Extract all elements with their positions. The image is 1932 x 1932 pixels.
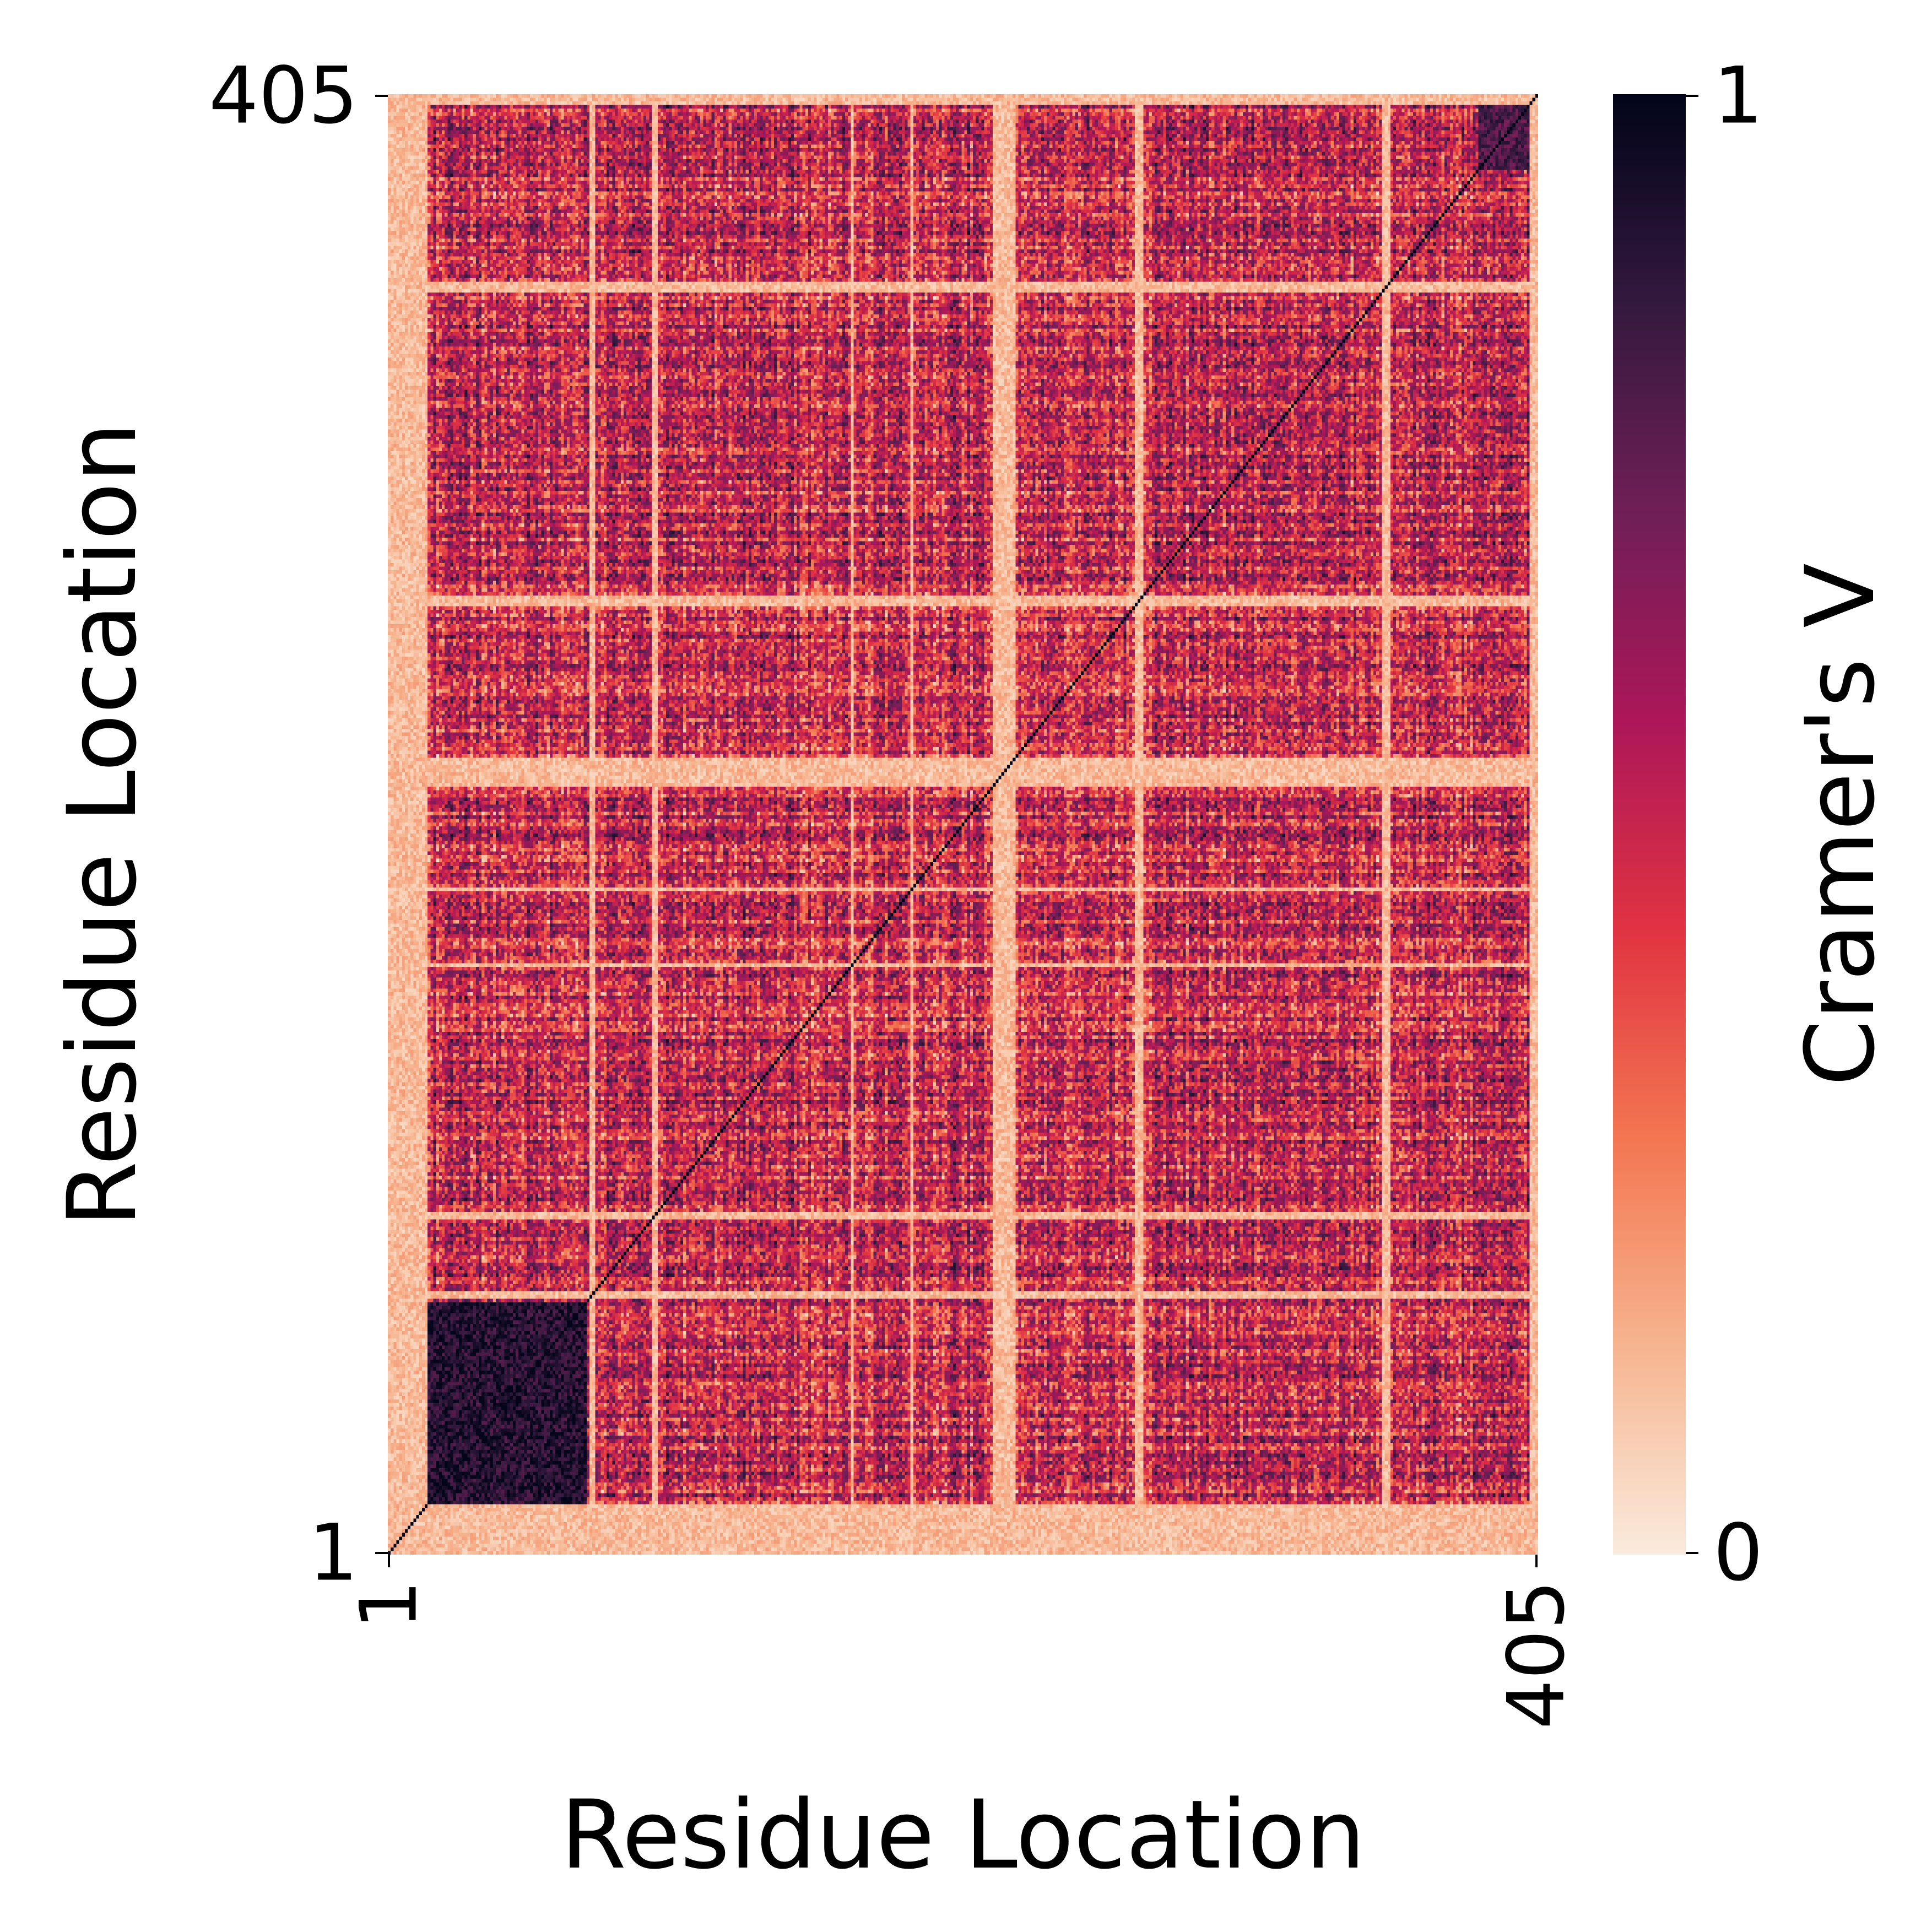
x-tick-label-405: 405	[1491, 1580, 1582, 1729]
x-tick-label-1: 1	[344, 1580, 435, 1630]
heatmap-cells	[388, 94, 1538, 1555]
colorbar-gradient	[1613, 94, 1686, 1555]
y-tick-label-405: 405	[209, 51, 358, 142]
colorbar-label: Cramer's V	[1785, 563, 1896, 1086]
colorbar-tick-label-0: 0	[1713, 1508, 1763, 1599]
y-tick-label-1: 1	[309, 1508, 358, 1599]
x-axis-label: Residue Location	[560, 1779, 1365, 1890]
colorbar-tick-label-1: 1	[1713, 51, 1763, 142]
y-axis-label: Residue Location	[47, 422, 158, 1227]
